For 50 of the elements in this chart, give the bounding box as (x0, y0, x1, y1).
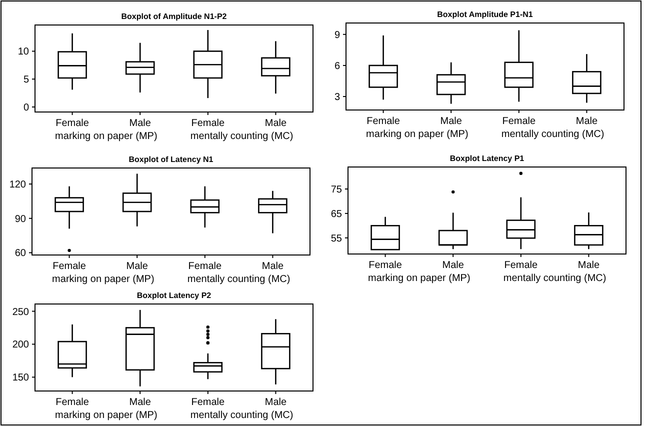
x-tick-label: Male (126, 261, 148, 272)
y-tick-label: 65 (330, 208, 342, 220)
text: mentally counting (MC) (187, 274, 290, 285)
text: mentally counting (MC) (190, 410, 294, 421)
chart-title: Boxplot of Amplitude N1-P2 (121, 12, 228, 21)
x-tick-label: Male (264, 118, 287, 129)
y-tick-label: 3 (334, 92, 340, 104)
y-tick-label: 90 (14, 214, 26, 225)
y-tick-label: 55 (330, 233, 342, 244)
chart-title: Boxplot Latency P2 (136, 291, 212, 300)
text: marking on paper (MP) (366, 129, 468, 140)
y-tick-label: 200 (12, 340, 30, 351)
x-tick-label: Female (366, 116, 400, 127)
x-tick-label: Male (440, 116, 462, 127)
text: marking on paper (MP) (55, 131, 158, 142)
y-tick-label: 60 (14, 248, 26, 260)
text: marking on paper (MP) (55, 410, 158, 421)
y-tick-label: 6 (334, 60, 340, 72)
x-tick-label: Male (262, 261, 284, 272)
x-tick-label: Male (129, 118, 152, 129)
y-tick-label: 0 (23, 102, 30, 114)
x-tick-label: Male (129, 397, 152, 408)
y-tick-label: 5 (23, 74, 30, 86)
x-tick-label: Female (52, 261, 86, 272)
x-tick-label: Female (191, 118, 226, 129)
chart-title: Boxplot Amplitude P1-N1 (437, 10, 534, 19)
x-tick-label: Male (264, 397, 287, 408)
x-tick-label: Female (368, 260, 402, 271)
x-tick-label: Male (578, 260, 600, 271)
text: marking on paper (MP) (368, 273, 470, 284)
chart-title: Boxplot of Latency N1 (128, 155, 214, 164)
y-tick-label: 150 (12, 372, 30, 384)
y-tick-label: 75 (330, 184, 342, 196)
x-tick-label: Male (576, 116, 598, 127)
text: marking on paper (MP) (52, 274, 154, 285)
chart-title: Boxplot Latency P1 (450, 154, 525, 163)
y-tick-label: 9 (334, 30, 340, 41)
x-tick-label: Female (504, 260, 538, 271)
x-tick-label: Female (188, 261, 222, 272)
y-tick-label: 120 (9, 180, 26, 191)
x-tick-label: Female (191, 397, 226, 408)
text: mentally counting (MC) (503, 273, 606, 284)
x-tick-label: Female (56, 118, 90, 129)
y-tick-label: 10 (18, 46, 30, 58)
x-tick-label: Female (56, 397, 90, 408)
x-tick-label: Female (502, 116, 536, 127)
text: mentally counting (MC) (190, 131, 294, 142)
y-tick-label: 250 (12, 306, 30, 318)
x-tick-label: Male (442, 260, 464, 271)
text: mentally counting (MC) (501, 129, 604, 140)
